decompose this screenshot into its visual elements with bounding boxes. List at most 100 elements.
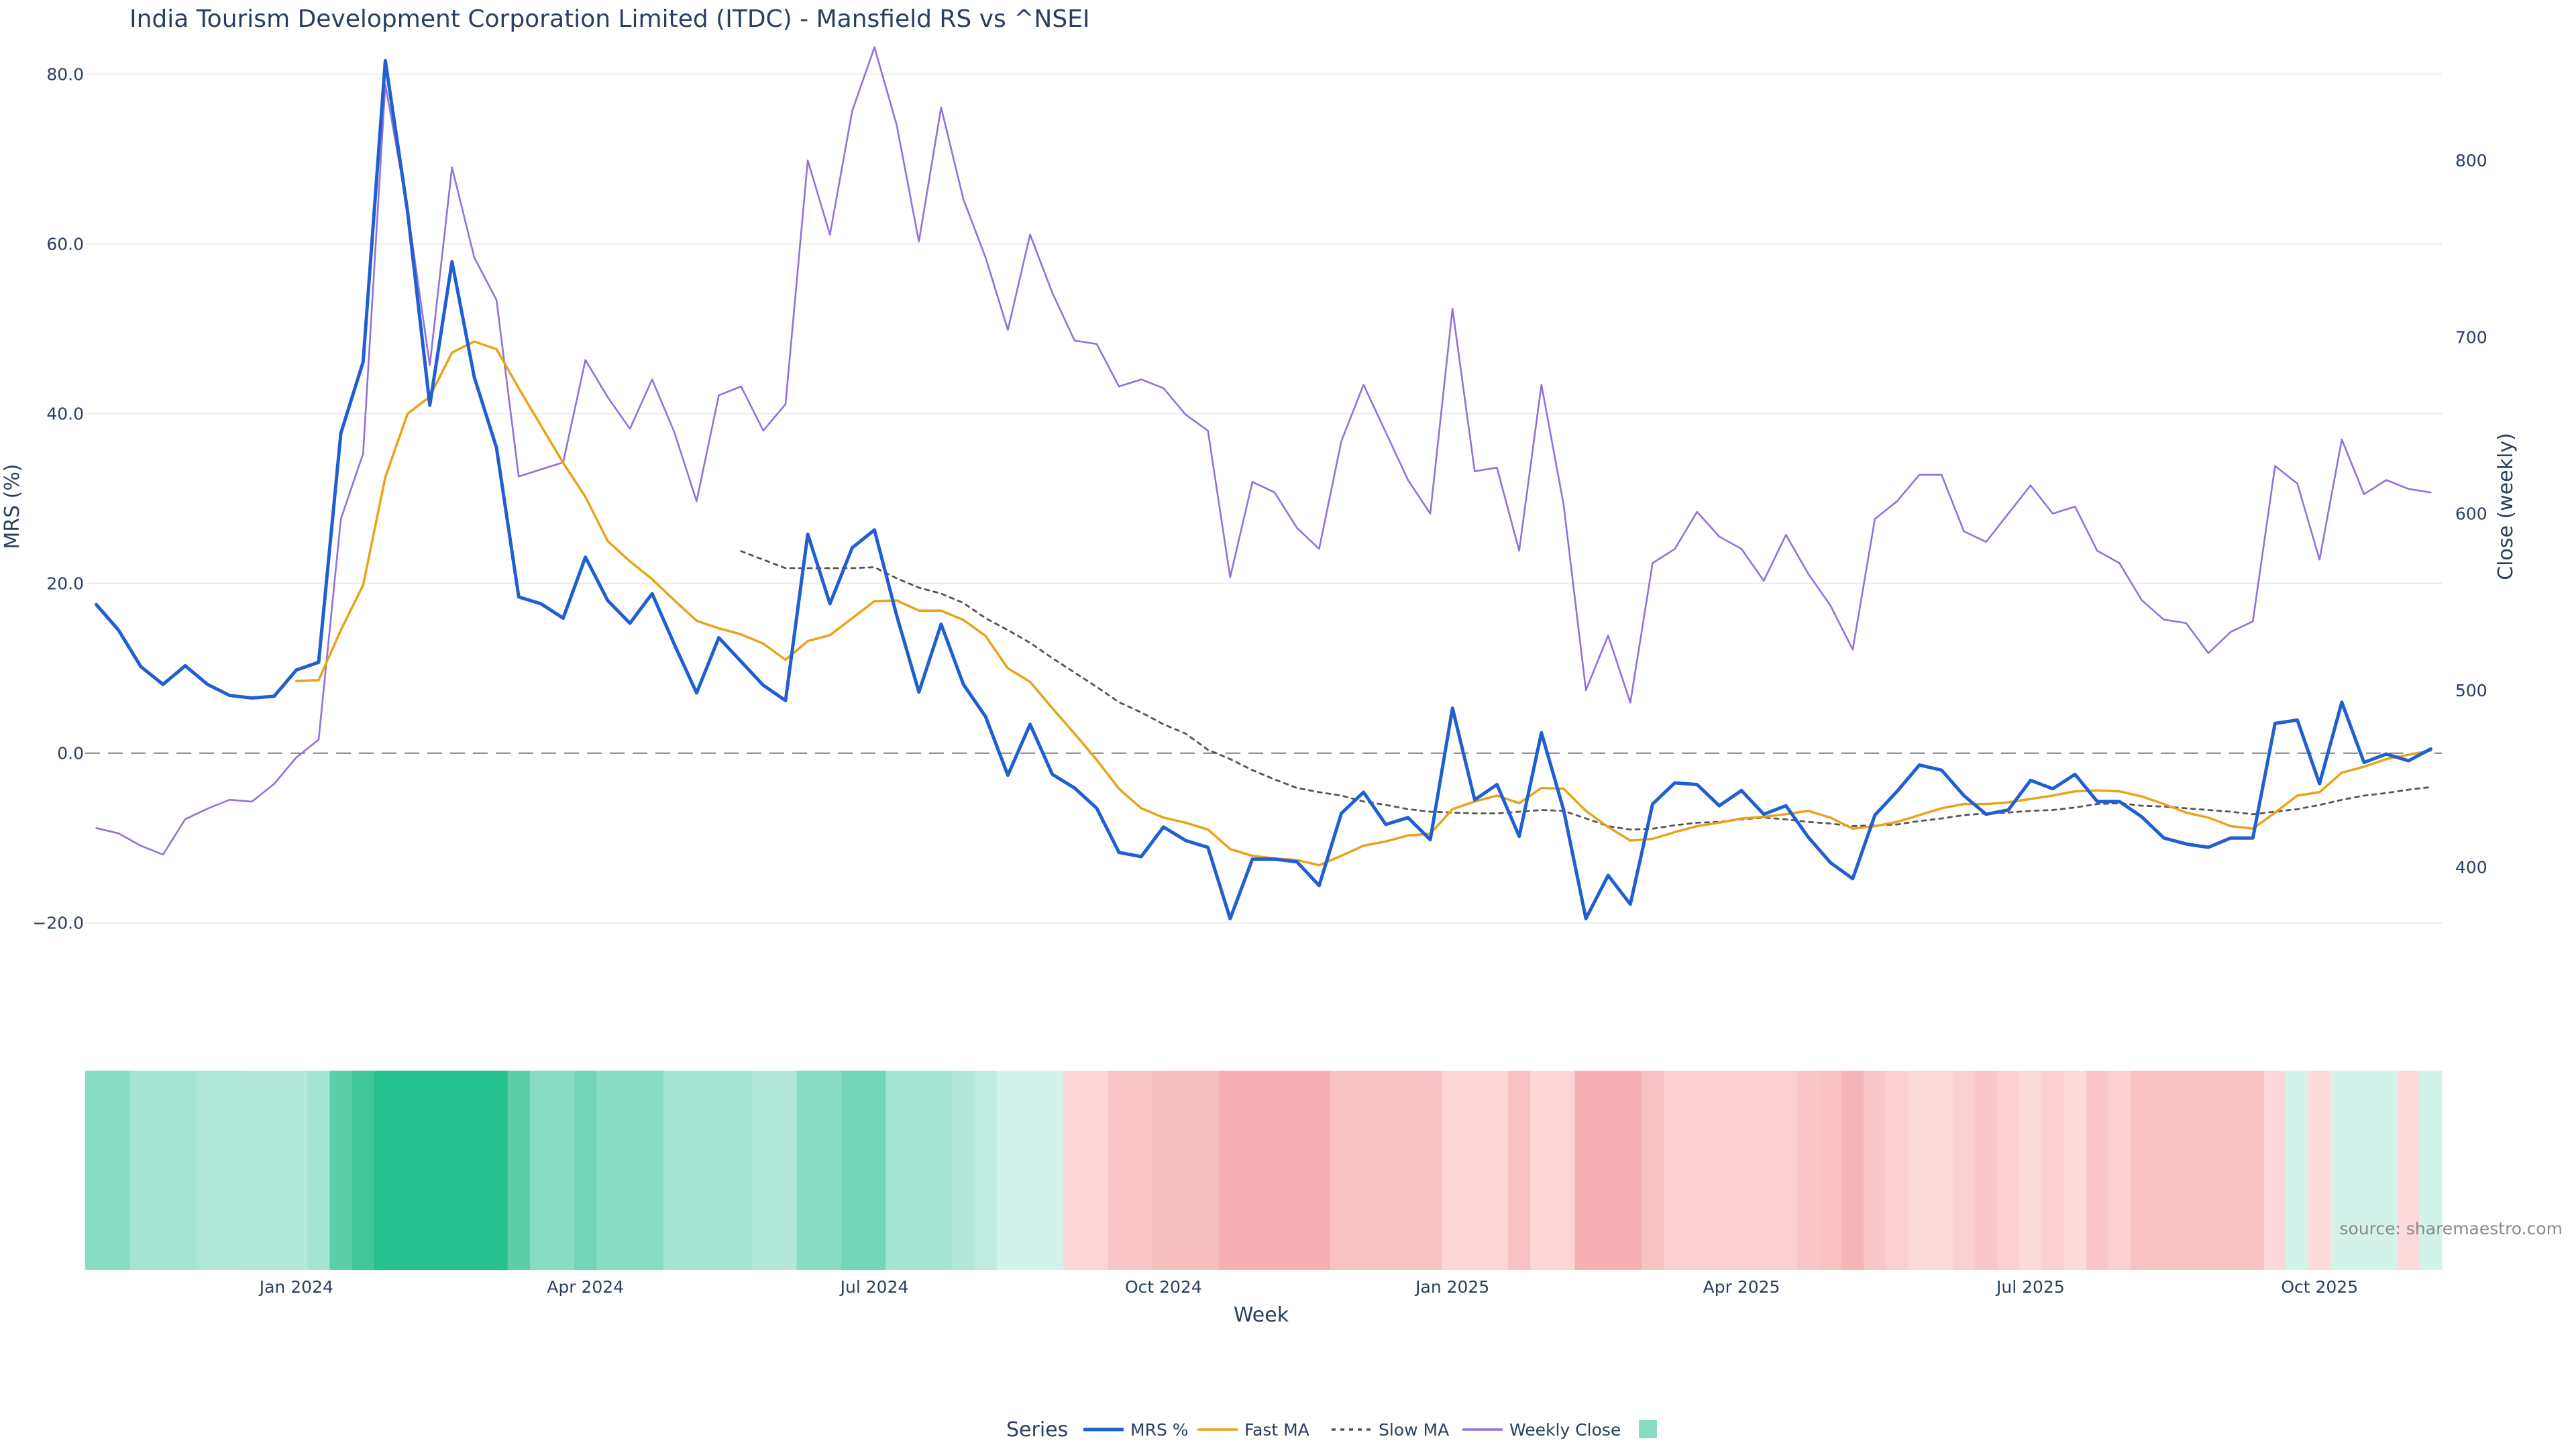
heatmap-cell bbox=[419, 1071, 442, 1270]
heatmap-cell bbox=[1597, 1071, 1620, 1270]
legend-label: Weekly Close bbox=[1509, 1420, 1621, 1440]
heatmap-cell bbox=[2019, 1071, 2043, 1270]
legend-label: Slow MA bbox=[1379, 1420, 1449, 1440]
y2-tick-label: 400 bbox=[2455, 857, 2487, 877]
heatmap-cell bbox=[196, 1071, 219, 1270]
heatmap-cell bbox=[796, 1071, 820, 1270]
heatmap-cell bbox=[1619, 1071, 1642, 1270]
heatmap-cell bbox=[885, 1071, 909, 1270]
heatmap-cell bbox=[2063, 1071, 2087, 1270]
heatmap-cell bbox=[2263, 1071, 2287, 1270]
heatmap-cell bbox=[2419, 1071, 2443, 1270]
y-tick-label: 20.0 bbox=[46, 574, 84, 594]
heatmap-cell bbox=[2153, 1071, 2176, 1270]
heatmap-cell bbox=[1819, 1071, 1842, 1270]
heatmap-cell bbox=[1908, 1071, 1931, 1270]
heatmap-cell bbox=[2041, 1071, 2065, 1270]
heatmap-cell bbox=[529, 1071, 553, 1270]
heatmap-strip bbox=[85, 1071, 2443, 1270]
heatmap-cell bbox=[752, 1071, 775, 1270]
heatmap-cell bbox=[1930, 1071, 1953, 1270]
heatmap-cell bbox=[641, 1071, 664, 1270]
source-note: source: sharemaestro.com bbox=[2340, 1219, 2563, 1238]
heatmap-cell bbox=[952, 1071, 975, 1270]
x-axis-ticks: Jan 2024 Apr 2024 Jul 2024 Oct 2024 Jan 2025… bbox=[258, 1277, 2358, 1297]
heatmap-cell bbox=[218, 1071, 241, 1270]
heatmap-cell bbox=[2086, 1071, 2109, 1270]
heatmap-cell bbox=[463, 1071, 486, 1270]
heatmap-cell bbox=[352, 1071, 375, 1270]
heatmap-cell bbox=[619, 1071, 642, 1270]
x-tick-label: Oct 2025 bbox=[2281, 1277, 2358, 1297]
heatmap-cell bbox=[2175, 1071, 2198, 1270]
heatmap-cell bbox=[1886, 1071, 1909, 1270]
heatmap-cell bbox=[1463, 1071, 1487, 1270]
heatmap-cell bbox=[707, 1071, 731, 1270]
heatmap-cell bbox=[1574, 1071, 1598, 1270]
heatmap-cell bbox=[1752, 1071, 1776, 1270]
heatmap-cell bbox=[685, 1071, 708, 1270]
heatmap-cell bbox=[1263, 1071, 1287, 1270]
heatmap-cell bbox=[974, 1071, 998, 1270]
legend-label: MRS % bbox=[1130, 1420, 1189, 1440]
y-tick-label: 0.0 bbox=[57, 744, 84, 763]
x-tick-label: Apr 2024 bbox=[547, 1277, 624, 1297]
y-axis-ticks: 80.0 60.0 40.0 20.0 0.0 −20.0 bbox=[32, 65, 84, 933]
y-tick-label: 80.0 bbox=[46, 65, 84, 85]
heatmap-cell bbox=[507, 1071, 531, 1270]
heatmap-cell bbox=[441, 1071, 464, 1270]
heatmap-cell bbox=[551, 1071, 575, 1270]
x-tick-label: Jan 2025 bbox=[1414, 1277, 1489, 1297]
heatmap-cell bbox=[129, 1071, 153, 1270]
y2-axis-title: Close (weekly) bbox=[2494, 433, 2518, 580]
heatmap-cell bbox=[2286, 1071, 2309, 1270]
heatmap-cell bbox=[107, 1071, 131, 1270]
heatmap-cell bbox=[774, 1071, 798, 1270]
gridlines bbox=[85, 73, 2442, 924]
legend: Series MRS % Fast MA Slow MA Weekly Close bbox=[1006, 1418, 1657, 1442]
heatmap-cell bbox=[1063, 1071, 1087, 1270]
heatmap-cell bbox=[2219, 1071, 2243, 1270]
heatmap-cell bbox=[1641, 1071, 1664, 1270]
heatmap-cell bbox=[2353, 1071, 2376, 1270]
heatmap-cell bbox=[240, 1071, 264, 1270]
heatmap-cell bbox=[2397, 1071, 2420, 1270]
heatmap-cell bbox=[1441, 1071, 1464, 1270]
heatmap-cell bbox=[1352, 1071, 1376, 1270]
heatmap-cell bbox=[1197, 1071, 1220, 1270]
x-tick-label: Jan 2024 bbox=[258, 1277, 333, 1297]
heatmap-cell bbox=[1997, 1071, 2021, 1270]
heatmap-cell bbox=[396, 1071, 419, 1270]
heatmap-cell bbox=[1485, 1071, 1509, 1270]
heatmap-cell bbox=[1018, 1071, 1042, 1270]
heatmap-cell bbox=[908, 1071, 931, 1270]
heatmap-cell bbox=[485, 1071, 508, 1270]
y2-tick-label: 600 bbox=[2455, 504, 2487, 524]
x-tick-label: Oct 2024 bbox=[1125, 1277, 1202, 1297]
heatmap-cell bbox=[1241, 1071, 1265, 1270]
heatmap-cell bbox=[1975, 1071, 1998, 1270]
y2-tick-label: 800 bbox=[2455, 151, 2487, 170]
chart-title: India Tourism Development Corporation Li… bbox=[129, 5, 1090, 33]
x-tick-label: Jul 2025 bbox=[1995, 1277, 2065, 1297]
heatmap-cell bbox=[2241, 1071, 2265, 1270]
heatmap-cell bbox=[1152, 1071, 1175, 1270]
heatmap-cell bbox=[1796, 1071, 1820, 1270]
x-tick-label: Jul 2024 bbox=[839, 1277, 909, 1297]
heatmap-cell bbox=[1664, 1071, 1686, 1270]
heatmap-cell bbox=[2330, 1071, 2354, 1270]
heatmap-cell bbox=[1708, 1071, 1731, 1270]
heatmap-cell bbox=[1530, 1071, 1554, 1270]
heatmap-cell bbox=[930, 1071, 953, 1270]
heatmap-cell bbox=[285, 1071, 309, 1270]
y-tick-label: 60.0 bbox=[46, 235, 84, 254]
heatmap-cell bbox=[263, 1071, 286, 1270]
heatmap-cell bbox=[663, 1071, 686, 1270]
x-tick-label: Apr 2025 bbox=[1703, 1277, 1780, 1297]
heatmap-cell bbox=[1864, 1071, 1887, 1270]
series-line-mrs bbox=[95, 58, 2432, 920]
heatmap-cell bbox=[1397, 1071, 1420, 1270]
heatmap-cell bbox=[1419, 1071, 1442, 1270]
heatmap-cell bbox=[1130, 1071, 1153, 1270]
heatmap-cell bbox=[2375, 1071, 2398, 1270]
